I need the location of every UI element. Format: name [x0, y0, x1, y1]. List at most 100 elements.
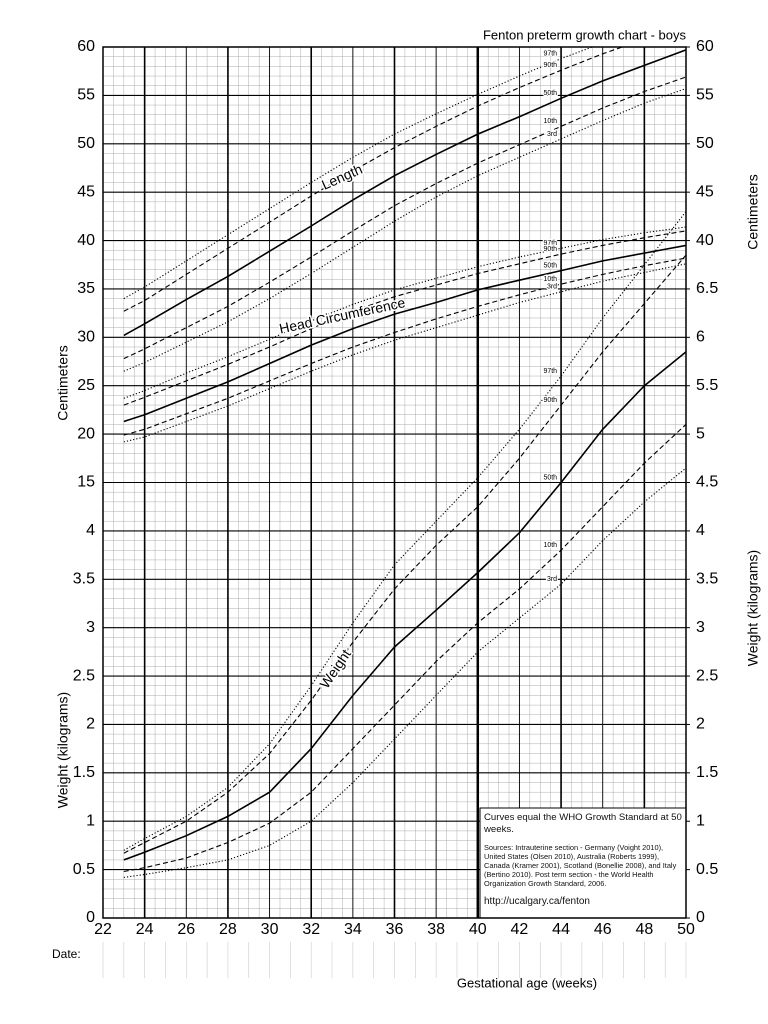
y-tick-label-right: 0: [696, 909, 705, 926]
percentile-label: 10th: [543, 276, 557, 283]
y-tick-label: 35: [77, 280, 95, 297]
y-tick-label-right: 60: [696, 38, 714, 55]
percentile-label: 10th: [543, 118, 557, 125]
percentile-label: 90th: [543, 246, 557, 253]
percentile-label: 10th: [543, 542, 557, 549]
percentile-curve: [123, 226, 686, 399]
y-tick-label: 30: [77, 329, 95, 346]
y-tick-label-right: 4: [696, 522, 705, 539]
y-tick-label: 1.5: [73, 764, 95, 781]
y-tick-label: 50: [77, 135, 95, 152]
y-tick-label: 25: [77, 377, 95, 394]
percentile-label: 3rd: [547, 576, 557, 583]
x-tick-label: 22: [94, 921, 112, 938]
x-tick-label: 38: [427, 921, 445, 938]
percentile-label: 50th: [543, 262, 557, 269]
curve-group-label: Length: [319, 161, 365, 193]
note-sources: Sources: Intrauterine section - Germany …: [484, 843, 677, 888]
percentile-label: 90th: [543, 62, 557, 69]
y-tick-label: 2.5: [73, 667, 95, 684]
note-headline: Curves equal the WHO Growth Standard at …: [484, 812, 682, 835]
y-tick-label-right: 5: [696, 425, 705, 442]
percentile-curve: [123, 47, 624, 312]
x-axis-label: Gestational age (weeks): [457, 975, 597, 990]
x-tick-label: 48: [635, 921, 653, 938]
percentile-label: 90th: [543, 397, 557, 404]
y-tick-label: 60: [77, 38, 95, 55]
percentile-curve: [123, 351, 686, 861]
percentile-label: 3rd: [547, 131, 557, 138]
y-tick-label: 3.5: [73, 570, 95, 587]
labels: 22 24 26 28 30 32 34 36 38 40 42 44 46 48 501520253035…: [73, 38, 719, 938]
y-axis-label-right: Centimeters: [745, 174, 761, 249]
percentile-curve: [123, 47, 594, 300]
y-tick-label-right: 2: [696, 716, 705, 733]
y-tick-label: 3: [86, 619, 95, 636]
y-tick-label: 15: [77, 474, 95, 491]
y2-axis-label-right: Weight (kilograms): [745, 550, 761, 666]
date-label: Date:: [52, 947, 81, 961]
y-tick-label-right: 1: [696, 812, 705, 829]
percentile-label: 97th: [543, 368, 557, 375]
x-tick-label: 50: [677, 921, 695, 938]
percentile-label: 50th: [543, 90, 557, 97]
y-tick-label-right: 6: [696, 329, 705, 346]
y-tick-label-right: 5.5: [696, 377, 718, 394]
y-tick-label: 4: [86, 522, 95, 539]
x-tick-label: 46: [594, 921, 612, 938]
y-tick-label-right: 0.5: [696, 861, 718, 878]
percentile-curve: [123, 254, 686, 854]
percentile-curve: [123, 88, 686, 372]
y-tick-label-right: 1.5: [696, 764, 718, 781]
x-tick-label: 26: [177, 921, 195, 938]
percentile-label: 97th: [543, 240, 557, 247]
percentile-curve: [123, 49, 686, 337]
x-tick-label: 36: [386, 921, 404, 938]
x-tick-label: 34: [344, 921, 362, 938]
y-tick-label-right: 3: [696, 619, 705, 636]
chart-title: Fenton preterm growth chart - boys: [483, 27, 687, 42]
x-tick-label: 32: [302, 921, 320, 938]
x-tick-label: 44: [552, 921, 570, 938]
y-tick-label: 20: [77, 425, 95, 442]
curves: [123, 47, 686, 878]
x-tick-label: 28: [219, 921, 237, 938]
y-tick-label-right: 6.5: [696, 280, 718, 297]
y-tick-label: 0.5: [73, 861, 95, 878]
x-tick-label: 40: [469, 921, 487, 938]
x-tick-label: 24: [136, 921, 154, 938]
y-tick-label: 2: [86, 716, 95, 733]
y2-axis-label: Weight (kilograms): [55, 692, 71, 808]
y-tick-label: 45: [77, 183, 95, 200]
percentile-curve: [123, 263, 686, 443]
y-tick-label: 40: [77, 232, 95, 249]
y-axis-label: Centimeters: [55, 345, 71, 420]
y-tick-label-right: 55: [696, 87, 714, 104]
note: Curves equal the WHO Growth Standard at …: [484, 812, 682, 908]
percentile-curve: [123, 467, 686, 878]
plot-frame: [102, 46, 687, 919]
note-url[interactable]: http://ucalgary.ca/fenton: [484, 896, 590, 908]
y-tick-label-right: 2.5: [696, 667, 718, 684]
percentile-label: 97th: [543, 50, 557, 57]
percentile-curve: [123, 244, 686, 423]
percentile-label: 50th: [543, 474, 557, 481]
y-tick-label: 0: [86, 909, 95, 926]
percentile-curve: [123, 230, 686, 406]
percentile-curve: [123, 423, 686, 873]
curve-group-label: Weight: [316, 646, 354, 691]
y-tick-label-right: 50: [696, 135, 714, 152]
y-tick-label: 55: [77, 87, 95, 104]
y-tick-label-right: 40: [696, 232, 714, 249]
y-tick-label: 1: [86, 812, 95, 829]
y-tick-label-right: 4.5: [696, 474, 718, 491]
x-tick-label: 30: [261, 921, 279, 938]
percentile-curve: [123, 211, 686, 851]
note-box: [479, 807, 687, 919]
percentile-label: 3rd: [547, 284, 557, 291]
percentile-curve: [123, 257, 686, 436]
y-tick-label-right: 45: [696, 183, 714, 200]
y-tick-label-right: 3.5: [696, 570, 718, 587]
